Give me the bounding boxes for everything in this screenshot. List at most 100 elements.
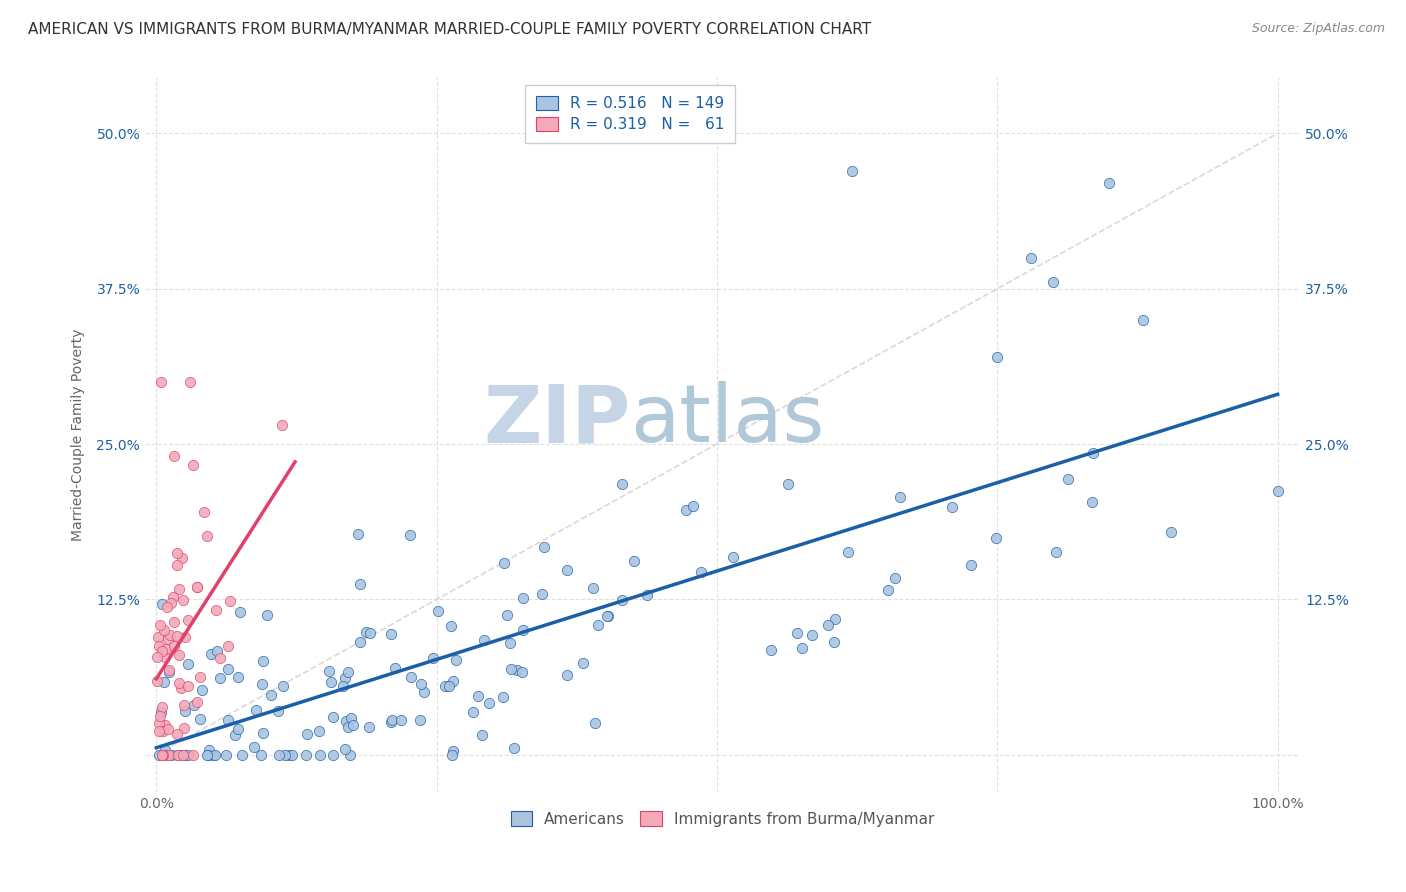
Point: [153, 623, 176, 637]
Point: [778, 477, 800, 491]
Point: [150, 644, 173, 658]
Point: [162, 590, 184, 604]
Point: [149, 705, 172, 719]
Y-axis label: Married-Couple Family Poverty: Married-Couple Family Poverty: [72, 328, 86, 541]
Point: [183, 698, 205, 712]
Point: [218, 594, 240, 608]
Point: [555, 563, 578, 577]
Point: [153, 743, 176, 757]
Point: [200, 647, 222, 661]
Point: [337, 720, 360, 734]
Point: [231, 747, 253, 762]
Point: [443, 744, 465, 758]
Point: [295, 747, 318, 762]
Point: [146, 630, 169, 644]
Point: [1045, 545, 1067, 559]
Point: [503, 740, 526, 755]
Point: [332, 679, 354, 693]
Point: [148, 639, 170, 653]
Point: [166, 747, 188, 762]
Point: [195, 529, 218, 543]
Point: [295, 726, 318, 740]
Point: [318, 664, 340, 678]
Point: [181, 747, 204, 762]
Point: [153, 674, 176, 689]
Point: [177, 657, 200, 671]
Point: [226, 670, 249, 684]
Point: [877, 582, 900, 597]
Point: [148, 747, 170, 762]
Point: [150, 747, 173, 762]
Point: [596, 609, 619, 624]
Point: [173, 698, 195, 712]
Point: [499, 636, 522, 650]
Point: [177, 614, 200, 628]
Point: [281, 747, 304, 762]
Point: [166, 629, 188, 643]
Point: [801, 628, 824, 642]
Point: [472, 632, 495, 647]
Point: [610, 476, 633, 491]
Point: [636, 588, 658, 602]
Point: [267, 747, 290, 762]
Point: [252, 655, 274, 669]
Point: [675, 503, 697, 517]
Point: [986, 350, 1008, 364]
Point: [157, 664, 180, 678]
Point: [186, 580, 208, 594]
Point: [496, 608, 519, 623]
Point: [413, 684, 436, 698]
Point: [1081, 495, 1104, 509]
Point: [217, 662, 239, 676]
Point: [166, 747, 188, 762]
Point: [217, 713, 239, 727]
Point: [163, 639, 186, 653]
Point: [150, 598, 173, 612]
Point: [229, 605, 252, 619]
Legend: Americans, Immigrants from Burma/Myanmar: Americans, Immigrants from Burma/Myanmar: [503, 804, 942, 834]
Point: [333, 742, 356, 756]
Point: [166, 546, 188, 560]
Point: [149, 375, 172, 389]
Point: [960, 558, 983, 572]
Point: [582, 581, 605, 595]
Point: [510, 665, 533, 680]
Point: [170, 681, 193, 695]
Point: [150, 700, 173, 714]
Point: [172, 747, 194, 762]
Point: [422, 650, 444, 665]
Point: [155, 747, 177, 762]
Point: [427, 604, 450, 618]
Point: [339, 711, 361, 725]
Point: [586, 618, 609, 632]
Point: [273, 679, 295, 693]
Point: [208, 650, 231, 665]
Point: [157, 722, 180, 736]
Point: [170, 550, 193, 565]
Point: [354, 625, 377, 640]
Point: [163, 615, 186, 630]
Point: [440, 619, 463, 633]
Point: [197, 747, 219, 762]
Point: [173, 721, 195, 735]
Point: [572, 656, 595, 670]
Point: [179, 375, 201, 389]
Point: [409, 676, 432, 690]
Point: [202, 747, 225, 762]
Point: [188, 670, 211, 684]
Point: [889, 490, 911, 504]
Point: [499, 662, 522, 676]
Point: [1132, 312, 1154, 326]
Point: [409, 714, 432, 728]
Point: [224, 728, 246, 742]
Point: [433, 679, 456, 693]
Point: [555, 668, 578, 682]
Point: [467, 689, 489, 703]
Point: [157, 665, 180, 679]
Point: [174, 704, 197, 718]
Point: [883, 571, 905, 585]
Point: [214, 747, 236, 762]
Point: [441, 673, 464, 688]
Point: [173, 747, 195, 762]
Point: [1042, 276, 1064, 290]
